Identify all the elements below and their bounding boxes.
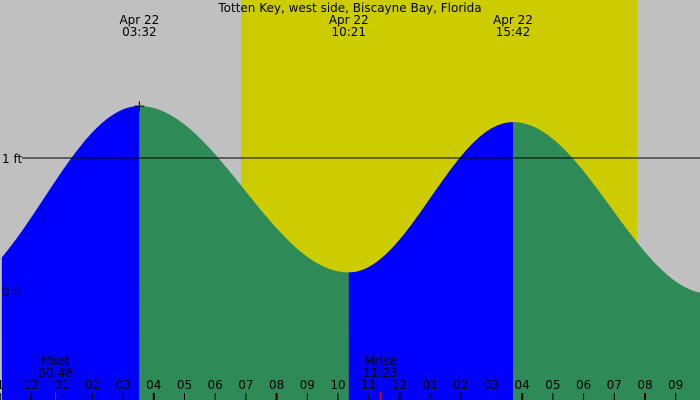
moon-event-label: Mset: [41, 354, 70, 368]
extremum-time-label: 15:42: [496, 25, 531, 39]
y-tick-label: 1 ft: [2, 152, 22, 166]
high-tide-marker: [134, 101, 145, 112]
hour-label: 08: [637, 378, 652, 392]
hour-label: 01: [54, 378, 69, 392]
moon-event-time: 00:48: [38, 366, 73, 380]
falling-tide-area: [512, 122, 700, 400]
extremum-date-label: Apr 22: [493, 13, 533, 27]
moon-event-label: Mrise: [364, 354, 396, 368]
chart-title: Totten Key, west side, Biscayne Bay, Flo…: [217, 1, 481, 15]
hour-label: 02: [85, 378, 100, 392]
extremum-date-label: Apr 22: [119, 13, 159, 27]
rising-tide-area: [348, 122, 513, 400]
hour-label: 12: [392, 378, 407, 392]
hour-label: 09: [668, 378, 683, 392]
hour-label: 01: [422, 378, 437, 392]
hour-label: 06: [576, 378, 591, 392]
moon-event-time: 11:23: [363, 366, 398, 380]
falling-tide-area: [139, 106, 349, 400]
hour-label: 03: [484, 378, 499, 392]
hour-label: 07: [607, 378, 622, 392]
extremum-time-label: 03:32: [122, 25, 157, 39]
hour-label: 05: [177, 378, 192, 392]
hour-label: 05: [545, 378, 560, 392]
hour-label: 07: [238, 378, 253, 392]
hour-label: 09: [300, 378, 315, 392]
hour-label: 04: [515, 378, 530, 392]
hour-label: 08: [269, 378, 284, 392]
hour-label: 06: [208, 378, 223, 392]
y-tick-label: 0 ft: [2, 285, 22, 299]
hour-label: 12: [23, 378, 38, 392]
hour-label: 10: [330, 378, 345, 392]
extremum-date-label: Apr 22: [329, 13, 369, 27]
extremum-time-label: 10:21: [331, 25, 366, 39]
hour-label: 1: [0, 378, 4, 392]
hour-label: 03: [115, 378, 130, 392]
rising-tide-area: [1, 106, 140, 400]
hour-label: 11: [361, 378, 376, 392]
hour-label: 02: [453, 378, 468, 392]
hour-label: 04: [146, 378, 161, 392]
